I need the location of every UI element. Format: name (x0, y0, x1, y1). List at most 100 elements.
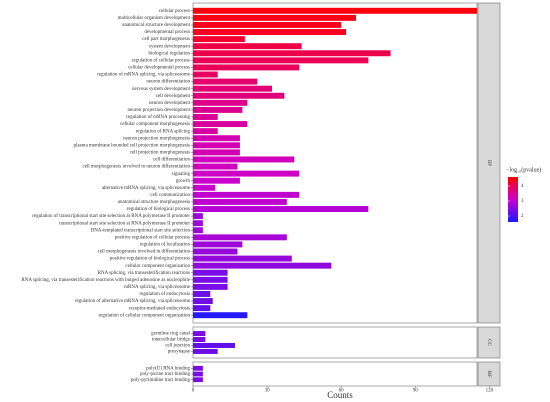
facet-label: CC (486, 339, 491, 346)
color-tick-label: 3 (521, 199, 524, 204)
y-tick-label: poly-purine tract binding (140, 372, 190, 377)
y-tick-label: regulation of cellular component organiz… (98, 313, 190, 318)
bar (193, 36, 245, 43)
y-tick-label: presynapse (168, 350, 191, 355)
bar (193, 213, 203, 220)
x-tick-label: 60 (339, 389, 345, 394)
bar (193, 337, 206, 343)
y-tick-label: alternative mRNA splicing, via spliceoso… (102, 186, 191, 191)
bar (193, 99, 248, 106)
bar (193, 305, 211, 312)
bar (193, 342, 235, 348)
color-tick-label: 4 (521, 184, 524, 189)
bar (193, 184, 216, 191)
x-tick-label: 120 (486, 389, 494, 394)
bar (193, 50, 391, 57)
bar (193, 312, 248, 319)
y-tick-label: cell differentiation (153, 158, 190, 163)
facet-strip (477, 2, 501, 324)
bar (193, 142, 240, 149)
bar (193, 298, 213, 305)
bar (193, 177, 240, 184)
y-tick-label: regulation of transcriptional start site… (32, 214, 190, 219)
y-tick-label: neuron differentiation (146, 80, 190, 85)
y-tick-label: anatomical structure development (122, 23, 190, 28)
y-tick-label: nervous system development (132, 87, 191, 92)
y-tick-label: cell part morphogenesis (142, 37, 190, 42)
bar (193, 241, 243, 248)
bar (193, 71, 218, 78)
bar (193, 191, 300, 198)
bar (193, 78, 258, 85)
bar (193, 14, 356, 21)
y-tick-label: regulation of endocytosis (139, 292, 190, 297)
y-tick-label: cellular component organization (125, 264, 190, 269)
y-tick-label: cell communication (150, 193, 190, 198)
y-tick-label: germline ring canal (151, 332, 190, 337)
bar (193, 248, 238, 255)
bar (193, 156, 295, 163)
bar (193, 170, 300, 177)
y-tick-label: intercellular bridge (152, 338, 191, 343)
facet-strip (477, 361, 501, 387)
panel (192, 2, 478, 324)
y-tick-label: RNA splicing, via transesterification re… (98, 271, 190, 276)
y-tick-label: regulation of localization (140, 243, 191, 248)
y-tick-label: anatomical structure morphogenesis (118, 200, 190, 205)
bar (193, 149, 240, 156)
y-tick-label: cell projection morphogenesis (130, 151, 190, 156)
y-tick-label: receptor-mediated endocytosis (129, 306, 190, 311)
bar (193, 29, 347, 35)
bar (193, 114, 218, 120)
y-tick-label: cellular component morphogenesis (120, 122, 190, 127)
y-tick-label: regulation of RNA splicing (136, 129, 191, 134)
y-tick-label: system development (149, 44, 191, 49)
y-tick-label: signaling (172, 172, 191, 177)
bar (193, 365, 203, 371)
bar (193, 377, 203, 383)
bar (193, 21, 342, 28)
x-tick-label: 0 (192, 389, 195, 394)
bar (193, 276, 228, 283)
bar (193, 227, 203, 234)
bar (193, 198, 287, 205)
bar (193, 331, 206, 337)
y-tick-label: poly(U) RNA binding (146, 366, 190, 371)
bar (193, 234, 287, 241)
y-tick-label: DNA-templated transcriptional start site… (91, 228, 191, 233)
y-tick-label: growth (176, 179, 191, 184)
bar (193, 92, 285, 99)
bar (193, 255, 292, 262)
bar (193, 163, 238, 170)
y-tick-label: RNA splicing, via transesterification re… (21, 278, 190, 283)
y-tick-label: multicellular organism development (118, 16, 191, 21)
y-tick-label: regulation of mRNA processing (126, 115, 190, 120)
y-tick-label: regulation of cellular process (132, 58, 190, 63)
x-axis-title: Counts (327, 390, 353, 400)
bar (193, 43, 302, 50)
y-tick-label: neuron projection morphogenesis (123, 136, 190, 141)
y-tick-label: plasma membrane bounded cell projection … (74, 143, 191, 148)
y-tick-label: regulation of alternative mRNA splicing,… (75, 299, 191, 304)
bar (193, 57, 369, 64)
bar (193, 291, 211, 297)
y-tick-label: mRNA splicing, via spliceosome (124, 285, 191, 290)
bar (193, 262, 332, 269)
y-tick-label: positive regulation of cellular process (115, 235, 190, 240)
y-tick-label: poly-pyrimidine tract binding (131, 378, 191, 383)
x-tick-label: 90 (413, 389, 419, 394)
bar (193, 220, 203, 227)
bar (193, 106, 243, 113)
y-tick-label: cellular process (159, 9, 190, 14)
bar (193, 371, 203, 377)
bar (193, 269, 228, 276)
y-tick-label: cell junction (165, 344, 190, 349)
bar (193, 128, 218, 135)
facet-label: MF (486, 370, 491, 377)
y-tick-label: cellular developmental process (128, 66, 190, 71)
bar (193, 206, 369, 212)
panel (192, 361, 478, 387)
facet-label: BP (486, 160, 491, 166)
panel (192, 326, 478, 359)
